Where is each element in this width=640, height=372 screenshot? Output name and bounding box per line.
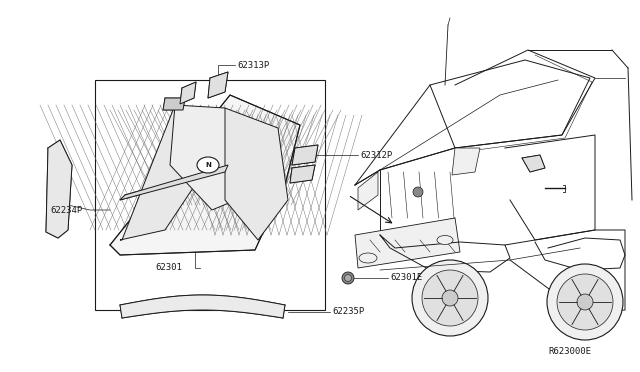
Circle shape <box>344 275 351 282</box>
Polygon shape <box>452 148 480 175</box>
Circle shape <box>412 260 488 336</box>
Polygon shape <box>46 140 72 238</box>
Polygon shape <box>290 165 315 183</box>
Text: 62235P: 62235P <box>332 308 364 317</box>
Polygon shape <box>120 295 285 318</box>
Text: 62312P: 62312P <box>360 151 392 160</box>
Circle shape <box>413 187 423 197</box>
Text: 62313P: 62313P <box>237 61 269 70</box>
Circle shape <box>547 264 623 340</box>
Ellipse shape <box>197 157 219 173</box>
Text: 62234P: 62234P <box>50 205 83 215</box>
Polygon shape <box>292 145 318 165</box>
Polygon shape <box>208 72 228 98</box>
Polygon shape <box>522 155 545 172</box>
Polygon shape <box>120 105 210 240</box>
Circle shape <box>577 294 593 310</box>
Polygon shape <box>358 172 378 210</box>
Ellipse shape <box>437 235 453 244</box>
Polygon shape <box>110 95 300 255</box>
Bar <box>95 80 325 310</box>
Ellipse shape <box>359 253 377 263</box>
Circle shape <box>422 270 478 326</box>
Circle shape <box>342 272 354 284</box>
Polygon shape <box>120 165 228 200</box>
Text: R623000E: R623000E <box>548 347 591 356</box>
Polygon shape <box>163 98 185 110</box>
Text: 62301: 62301 <box>155 263 182 273</box>
Polygon shape <box>180 82 196 104</box>
Text: 62301E: 62301E <box>390 273 422 282</box>
Polygon shape <box>225 108 288 240</box>
Polygon shape <box>355 218 460 268</box>
Polygon shape <box>170 105 255 210</box>
Polygon shape <box>120 105 210 240</box>
Circle shape <box>442 290 458 306</box>
Text: N: N <box>205 162 211 168</box>
Circle shape <box>557 274 613 330</box>
